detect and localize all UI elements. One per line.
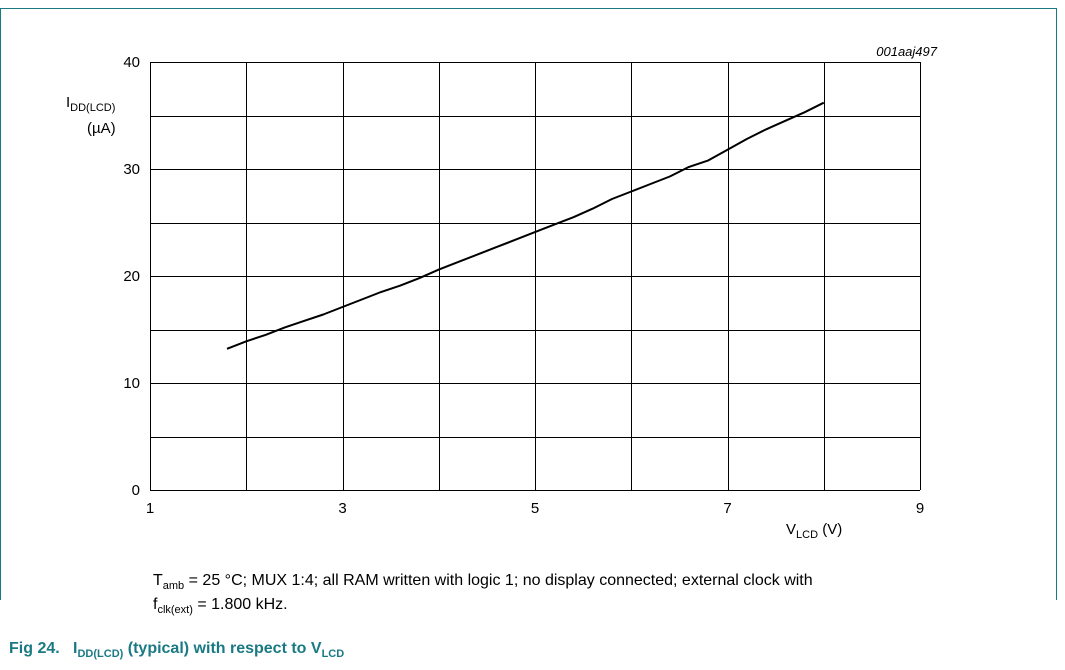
series-group <box>226 101 825 350</box>
conditions-line-2: fclk(ext) = 1.800 kHz. <box>153 596 288 617</box>
y-tick-label: 10 <box>123 375 140 392</box>
y-tick-label: 30 <box>123 161 140 178</box>
grid-lines <box>150 62 921 491</box>
x-tick-label: 3 <box>338 500 346 517</box>
figure-caption: Fig 24. IDD(LCD) (typical) with respect … <box>9 640 345 661</box>
x-tick-label: 1 <box>146 500 154 517</box>
series-line <box>226 101 825 350</box>
x-tick-label: 5 <box>531 500 539 517</box>
x-tick-label: 7 <box>723 500 731 517</box>
conditions-line-1: Tamb = 25 °C; MUX 1:4; all RAM written w… <box>153 572 813 593</box>
figure-border <box>0 8 1057 600</box>
x-tick-label: 9 <box>916 500 924 517</box>
y-tick-labels: 0 10 20 30 40 <box>123 54 140 499</box>
y-axis-label: IDD(LCD) <box>66 94 115 114</box>
y-tick-label: 20 <box>123 268 140 285</box>
y-axis-unit: (µA) <box>87 120 116 137</box>
y-tick-label: 0 <box>132 482 140 499</box>
y-tick-label: 40 <box>123 54 140 71</box>
x-axis-label: VLCD (V) <box>786 521 842 541</box>
figure-id: 001aaj497 <box>876 44 937 59</box>
x-tick-labels: 1 3 5 7 9 <box>146 500 924 517</box>
